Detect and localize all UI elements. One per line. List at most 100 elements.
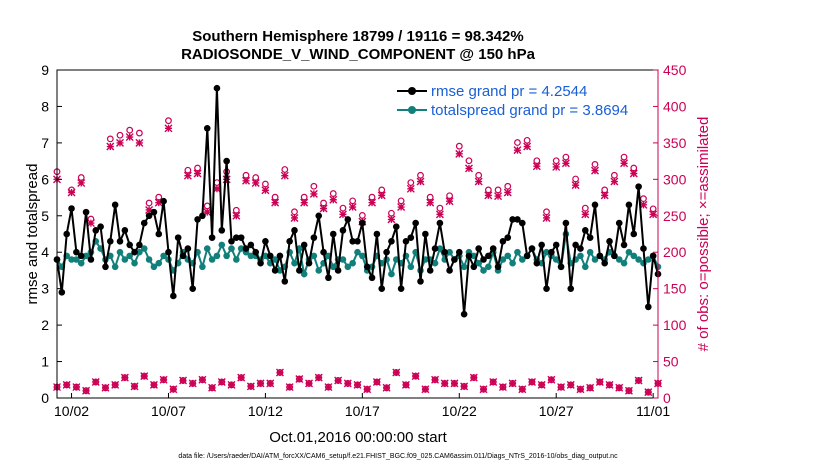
obs-low-assimilated-marker	[382, 383, 391, 392]
obs-low-assimilated-marker	[547, 375, 556, 384]
rmse-point	[102, 263, 109, 271]
rmse-point	[208, 234, 216, 241]
totalspread-point	[581, 263, 589, 271]
totalspread-point	[329, 263, 337, 271]
totalspread-point	[359, 252, 366, 260]
x-tick-label: 10/17	[345, 403, 380, 419]
totalspread-point	[223, 252, 230, 260]
obs-assimilated-marker	[600, 191, 609, 200]
obs-possible-marker	[620, 153, 628, 161]
rmse-point	[107, 237, 114, 245]
rmse-point	[562, 219, 570, 227]
right-tick-label: 0	[663, 390, 671, 406]
totalspread-point	[136, 248, 143, 256]
rmse-point	[489, 245, 497, 252]
totalspread-point	[131, 259, 138, 267]
obs-assimilated-marker	[368, 198, 377, 207]
obs-assimilated-marker	[474, 177, 483, 186]
obs-possible-marker	[581, 204, 589, 212]
totalspread-point	[388, 270, 395, 278]
rmse-point	[630, 230, 638, 238]
rmse-point	[470, 263, 478, 271]
obs-possible-marker	[465, 157, 473, 165]
obs-assimilated-marker	[532, 162, 541, 171]
totalspread-point	[208, 256, 216, 263]
totalspread-point	[116, 248, 124, 256]
obs-low-assimilated-marker	[634, 376, 643, 385]
rmse-point	[228, 237, 235, 245]
rmse-point	[68, 205, 75, 212]
obs-low-assimilated-marker	[450, 379, 459, 388]
totalspread-point	[446, 248, 453, 256]
rmse-point	[412, 219, 419, 227]
obs-assimilated-marker	[290, 213, 299, 222]
totalspread-point	[339, 256, 347, 263]
rmse-point	[485, 252, 492, 260]
rmse-point	[296, 267, 303, 274]
rmse-point	[620, 241, 628, 249]
totalspread-point	[300, 270, 308, 278]
obs-assimilated-marker	[106, 142, 115, 151]
obs-assimilated-marker	[300, 198, 309, 207]
obs-possible-marker	[640, 195, 647, 203]
obs-possible-marker	[339, 204, 347, 212]
obs-possible-marker	[310, 182, 318, 190]
rmse-point	[170, 292, 177, 300]
obs-possible-marker	[494, 186, 502, 194]
rmse-point	[567, 285, 575, 292]
obs-assimilated-marker	[620, 159, 629, 168]
rmse-point	[397, 285, 405, 292]
rmse-point	[325, 274, 332, 282]
rmse-point	[533, 259, 541, 267]
rmse-point	[378, 285, 386, 292]
rmse-point	[73, 248, 80, 256]
obs-possible-marker	[610, 171, 618, 179]
obs-possible-marker	[135, 129, 143, 137]
obs-assimilated-marker	[590, 166, 599, 175]
obs-possible-marker	[475, 171, 483, 179]
totalspread-point	[518, 256, 526, 263]
obs-low-assimilated-marker	[101, 383, 110, 392]
rmse-point	[145, 212, 153, 220]
y-axis-label-left: rmse and totalspread	[24, 164, 41, 305]
obs-assimilated-marker	[464, 164, 473, 173]
obs-possible-marker	[388, 209, 395, 217]
legend-rmse-marker	[408, 87, 416, 95]
obs-assimilated-marker	[242, 176, 251, 185]
rmse-point	[344, 216, 352, 223]
rmse-point	[300, 241, 308, 249]
rmse-point	[247, 241, 255, 249]
x-tick-label: 10/07	[151, 403, 186, 419]
rmse-point	[184, 245, 192, 252]
totalspread-point	[577, 252, 584, 260]
rmse-point	[451, 256, 458, 263]
rmse-point	[572, 241, 579, 249]
rmse-point	[392, 223, 400, 231]
left-tick-label: 7	[41, 135, 49, 151]
obs-assimilated-marker	[523, 142, 532, 151]
obs-low-assimilated-marker	[62, 380, 71, 389]
rmse-point	[611, 252, 618, 260]
rmse-point	[363, 263, 371, 271]
totalspread-point	[291, 259, 298, 267]
rmse-point	[543, 285, 550, 292]
obs-possible-marker	[562, 153, 570, 161]
obs-low-assimilated-marker	[227, 380, 236, 389]
obs-low-assimilated-marker	[566, 380, 575, 389]
obs-assimilated-marker	[416, 177, 425, 186]
rmse-point	[136, 241, 143, 249]
obs-low-assimilated-marker	[149, 380, 158, 389]
obs-assimilated-marker	[426, 198, 435, 207]
obs-assimilated-marker	[581, 210, 590, 219]
rmse-point	[116, 237, 124, 245]
rmse-point	[276, 252, 284, 260]
obs-assimilated-marker	[77, 178, 86, 187]
obs-low-assimilated-marker	[372, 377, 381, 386]
rmse-point	[601, 259, 608, 267]
rmse-point	[383, 248, 390, 256]
obs-low-assimilated-marker	[615, 383, 624, 392]
rmse-point	[591, 201, 599, 209]
rmse-point	[436, 219, 444, 227]
totalspread-point	[140, 245, 148, 252]
obs-low-assimilated-marker	[305, 379, 314, 388]
